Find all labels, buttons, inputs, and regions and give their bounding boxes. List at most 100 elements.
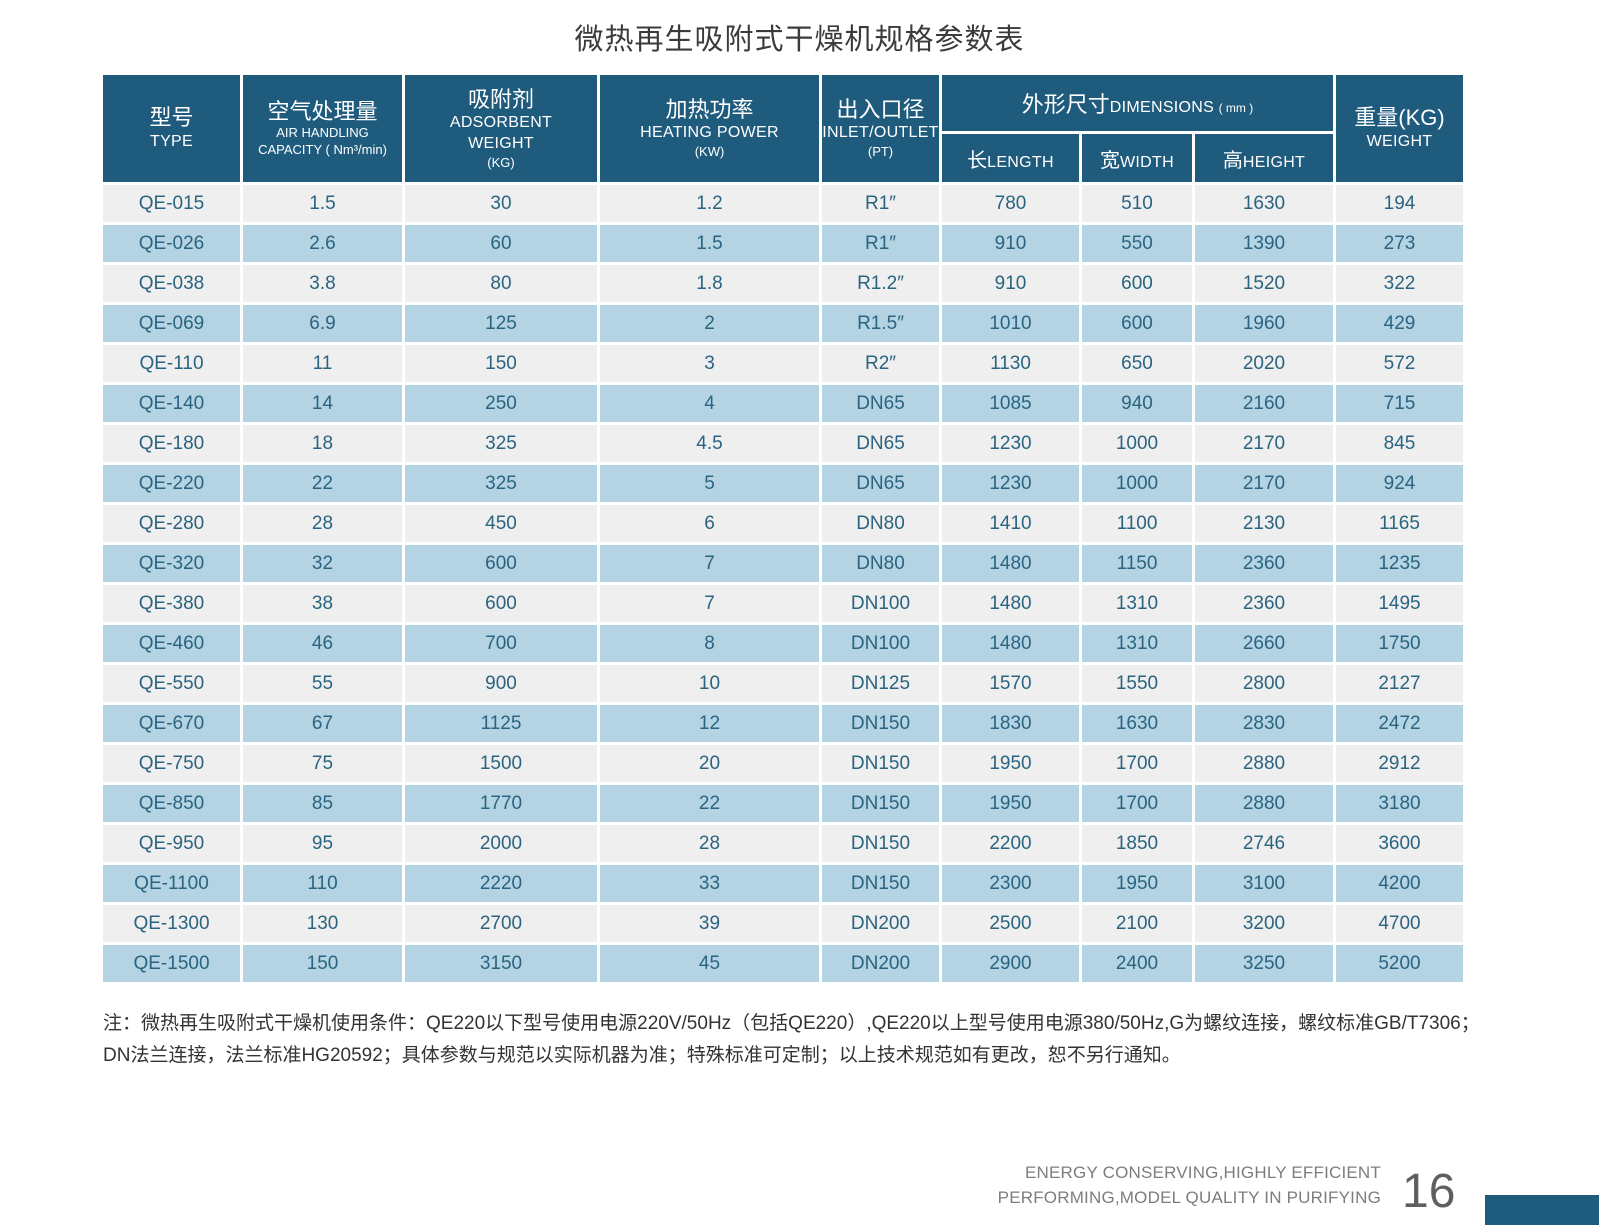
table-cell: 1000 [1082,425,1192,462]
table-cell: DN200 [822,905,939,942]
table-cell: 1390 [1195,225,1333,262]
table-cell: 450 [405,505,597,542]
table-cell: 3 [600,345,819,382]
table-cell: 510 [1082,185,1192,222]
table-cell: 600 [405,545,597,582]
table-cell: 45 [600,945,819,982]
table-cell: 1770 [405,785,597,822]
table-cell: 1.2 [600,185,819,222]
header-capacity-en2: CAPACITY ( Nm³/min) [258,142,387,158]
header-capacity-en1: AIR HANDLING [276,125,369,141]
table-cell: 18 [243,425,402,462]
table-cell: 1950 [942,785,1079,822]
table-cell: QE-180 [103,425,240,462]
table-cell: 429 [1336,305,1463,342]
table-cell: 46 [243,625,402,662]
table-cell: 2300 [942,865,1079,902]
table-cell: 900 [405,665,597,702]
table-cell: 2.6 [243,225,402,262]
table-cell: 4 [600,385,819,422]
header-weight-zh: 重量(KG) [1354,105,1445,131]
table-cell: QE-850 [103,785,240,822]
table-cell: 1235 [1336,545,1463,582]
table-cell: 3.8 [243,265,402,302]
table-cell: QE-380 [103,585,240,622]
header-adsorbent-zh: 吸附剂 [467,86,534,112]
table-cell: QE-460 [103,625,240,662]
table-cell: 38 [243,585,402,622]
table-cell: DN150 [822,865,939,902]
table-header: 型号 TYPE 空气处理量 AIR HANDLING CAPACITY ( Nm… [103,75,1463,182]
table-cell: 110 [243,865,402,902]
table-cell: QE-1100 [103,865,240,902]
table-row: QE-1300 130 2700 39 DN200 2500 2100 3200 4700 [103,905,1463,942]
table-cell: 322 [1336,265,1463,302]
table-cell: 1230 [942,465,1079,502]
table-row: QE-550 55 900 10 DN125 1570 1550 2800 2127 [103,665,1463,702]
table-cell: DN80 [822,545,939,582]
table-cell: 22 [243,465,402,502]
table-cell: 1850 [1082,825,1192,862]
table-cell: 550 [1082,225,1192,262]
page-number: 16 [1402,1165,1456,1218]
spec-table: 型号 TYPE 空气处理量 AIR HANDLING CAPACITY ( Nm… [100,72,1466,985]
header-length-zh: 长 [967,149,988,172]
table-cell: 20 [600,745,819,782]
header-weight: 重量(KG) WEIGHT [1336,75,1463,182]
table-row: QE-460 46 700 8 DN100 1480 1310 2660 1750 [103,625,1463,662]
footnote: 注：微热再生吸附式干燥机使用条件：QE220以下型号使用电源220V/50Hz（… [103,1008,1483,1072]
table-cell: 1480 [942,625,1079,662]
table-row: QE-026 2.6 60 1.5 R1″ 910 550 1390 273 [103,225,1463,262]
table-cell: 2400 [1082,945,1192,982]
header-heating-en1: HEATING POWER [640,124,779,142]
table-row: QE-1100 110 2220 33 DN150 2300 1950 3100 4200 [103,865,1463,902]
table-cell: QE-280 [103,505,240,542]
table-cell: 1630 [1082,705,1192,742]
table-cell: 2200 [942,825,1079,862]
table-cell: R1.5″ [822,305,939,342]
table-cell: 67 [243,705,402,742]
table-cell: 1130 [942,345,1079,382]
table-cell: DN80 [822,505,939,542]
table-body: QE-015 1.5 30 1.2 R1″ 780 510 1630 194 QE-026 2.6 6… [103,185,1463,982]
table-cell: 1100 [1082,505,1192,542]
table-cell: 3100 [1195,865,1333,902]
table-cell: 2020 [1195,345,1333,382]
table-cell: 2880 [1195,785,1333,822]
table-cell: 2100 [1082,905,1192,942]
footer-slogan-line1: ENERGY CONSERVING,HIGHLY EFFICIENT [1025,1163,1381,1182]
table-cell: 5 [600,465,819,502]
table-cell: 1.8 [600,265,819,302]
header-dimensions: 外形尺寸DIMENSIONS ( mm ) [942,75,1333,131]
header-type: 型号 TYPE [103,75,240,182]
table-cell: 2 [600,305,819,342]
table-cell: 10 [600,665,819,702]
table-cell: 1085 [942,385,1079,422]
table-cell: 250 [405,385,597,422]
table-cell: 600 [1082,305,1192,342]
table-cell: 1750 [1336,625,1463,662]
table-row: QE-110 11 150 3 R2″ 1130 650 2020 572 [103,345,1463,382]
table-row: QE-220 22 325 5 DN65 1230 1000 2170 924 [103,465,1463,502]
table-cell: 7 [600,585,819,622]
table-cell: 1495 [1336,585,1463,622]
table-cell: 33 [600,865,819,902]
table-cell: R2″ [822,345,939,382]
table-row: QE-1500 150 3150 45 DN200 2900 2400 3250 5200 [103,945,1463,982]
table-cell: 3250 [1195,945,1333,982]
table-cell: 1520 [1195,265,1333,302]
table-row: QE-320 32 600 7 DN80 1480 1150 2360 1235 [103,545,1463,582]
table-cell: 2500 [942,905,1079,942]
table-cell: 924 [1336,465,1463,502]
table-cell: 7 [600,545,819,582]
table-cell: 2880 [1195,745,1333,782]
table-cell: 3180 [1336,785,1463,822]
table-cell: 1.5 [243,185,402,222]
header-height-en: HEIGHT [1242,153,1306,171]
table-cell: QE-670 [103,705,240,742]
table-cell: 2700 [405,905,597,942]
table-cell: 910 [942,225,1079,262]
table-cell: 1230 [942,425,1079,462]
table-cell: DN150 [822,825,939,862]
table-cell: QE-220 [103,465,240,502]
